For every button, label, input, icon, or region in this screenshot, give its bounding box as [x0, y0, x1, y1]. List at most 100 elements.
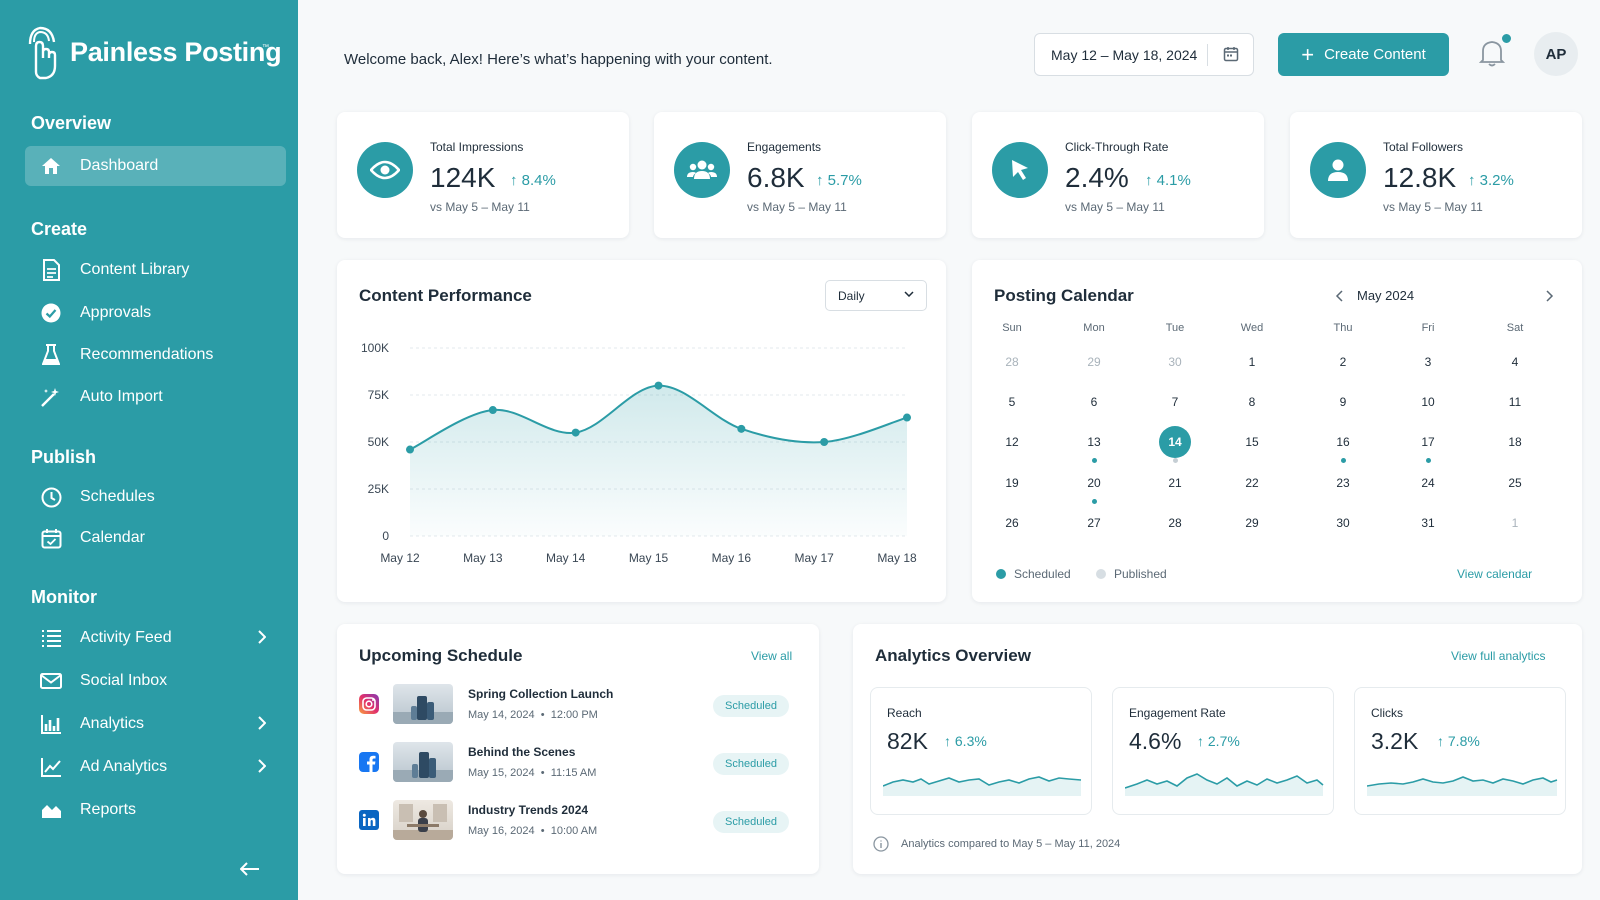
- calendar-day[interactable]: 20: [1087, 476, 1101, 490]
- sidebar-item-approvals[interactable]: Approvals: [25, 293, 286, 333]
- calendar-day[interactable]: 11: [1508, 395, 1522, 409]
- performance-chart: 100K 75K 50K 25K 0 May 12 May 13 May 14 May 15 Ma…: [361, 341, 917, 565]
- calendar-day[interactable]: 6: [1090, 395, 1098, 409]
- calendar-day[interactable]: 29: [1087, 355, 1101, 369]
- facebook-icon: [359, 752, 379, 772]
- calendar-day[interactable]: 18: [1508, 435, 1522, 449]
- calendar-day[interactable]: 2: [1339, 355, 1347, 369]
- calendar-day[interactable]: 22: [1245, 476, 1259, 490]
- weekday-header: Sun: [1002, 322, 1022, 334]
- calendar-day[interactable]: 30: [1336, 516, 1350, 530]
- calendar-day[interactable]: 30: [1168, 355, 1182, 369]
- kpi-label: Total Impressions: [430, 140, 524, 154]
- calendar-day[interactable]: 5: [1008, 395, 1016, 409]
- sidebar-item-schedules[interactable]: Schedules: [25, 477, 286, 517]
- calendar-day[interactable]: 14: [1159, 426, 1191, 458]
- x-tick-label: May 13: [463, 551, 503, 565]
- sidebar-item-ad-analytics[interactable]: Ad Analytics: [25, 747, 286, 787]
- content-performance-card: Content Performance Daily 100K 75K 50K 25K 0…: [337, 260, 946, 602]
- calendar-day[interactable]: 25: [1508, 476, 1522, 490]
- calendar-day[interactable]: 17: [1421, 435, 1435, 449]
- calendar-day[interactable]: 23: [1336, 476, 1350, 490]
- period-dropdown[interactable]: Daily: [825, 280, 927, 311]
- kpi-card-impressions[interactable]: Total Impressions 124K ↑ 8.4% vs May 5 –…: [337, 112, 629, 238]
- calendar-day[interactable]: 8: [1248, 395, 1256, 409]
- section-overview: Overview: [31, 113, 112, 133]
- y-tick-label: 25K: [368, 482, 389, 496]
- calendar-day[interactable]: 31: [1421, 516, 1435, 530]
- calendar-day[interactable]: 29: [1245, 516, 1259, 530]
- schedule-item[interactable]: Behind the Scenes May 15, 2024 • 11:15 A…: [359, 742, 789, 786]
- calendar-day[interactable]: 28: [1168, 516, 1182, 530]
- calendar-day[interactable]: 16: [1336, 435, 1350, 449]
- arrow-up-icon: ↑: [1145, 172, 1153, 189]
- view-all-link[interactable]: View all: [751, 649, 793, 663]
- sidebar-item-label: Auto Import: [80, 388, 163, 405]
- sidebar-item-social-inbox[interactable]: Social Inbox: [25, 661, 286, 701]
- create-content-label: Create Content: [1324, 46, 1426, 63]
- sidebar-item-reports[interactable]: Reports: [25, 790, 286, 830]
- date-range-picker[interactable]: May 12 – May 18, 2024: [1034, 33, 1254, 76]
- calendar-day[interactable]: 24: [1421, 476, 1435, 490]
- schedule-item[interactable]: Spring Collection Launch May 14, 2024 • …: [359, 684, 789, 728]
- calendar-day[interactable]: 10: [1421, 395, 1435, 409]
- weekday-header: Tue: [1165, 322, 1185, 334]
- schedule-item[interactable]: Industry Trends 2024 May 16, 2024 • 10:0…: [359, 800, 789, 844]
- chevron-right-icon[interactable]: [1546, 290, 1554, 302]
- sidebar-item-recommendations[interactable]: Recommendations: [25, 335, 286, 375]
- kpi-card-ctr[interactable]: Click-Through Rate 2.4% ↑ 4.1% vs May 5 …: [972, 112, 1264, 238]
- calendar-day[interactable]: 28: [1005, 355, 1019, 369]
- calendar-day[interactable]: 19: [1005, 476, 1019, 490]
- metric-card-clicks[interactable]: Clicks 3.2K ↑ 7.8%: [1354, 687, 1566, 815]
- metric-card-reach[interactable]: Reach 82K ↑ 6.3%: [870, 687, 1092, 815]
- arrow-up-icon: ↑: [1437, 733, 1444, 749]
- kpi-card-engagements[interactable]: Engagements 6.8K ↑ 5.7% vs May 5 – May 1…: [654, 112, 946, 238]
- chevron-right-icon: [258, 759, 266, 773]
- kpi-card-followers[interactable]: Total Followers 12.8K ↑ 3.2% vs May 5 – …: [1290, 112, 1582, 238]
- post-time: 12:00 PM: [550, 709, 598, 721]
- legend-published-dot: [1096, 569, 1106, 579]
- calendar-day[interactable]: 1: [1248, 355, 1256, 369]
- bell-icon[interactable]: [1479, 38, 1505, 68]
- scheduled-marker: [1091, 499, 1097, 504]
- published-marker: [1172, 458, 1178, 463]
- metric-label: Clicks: [1371, 706, 1403, 720]
- arrow-up-icon: ↑: [1468, 172, 1476, 189]
- calendar-day[interactable]: 13: [1087, 435, 1101, 449]
- metric-card-engagement-rate[interactable]: Engagement Rate 4.6% ↑ 2.7%: [1112, 687, 1334, 815]
- calendar-day[interactable]: 12: [1005, 435, 1019, 449]
- collapse-sidebar-icon[interactable]: [240, 862, 260, 876]
- calendar-day[interactable]: 15: [1245, 435, 1259, 449]
- sidebar-item-content-library[interactable]: Content Library: [25, 250, 286, 290]
- kpi-comparison: vs May 5 – May 11: [747, 200, 847, 214]
- calendar-day[interactable]: 9: [1339, 395, 1347, 409]
- x-tick-label: May 15: [629, 551, 669, 565]
- view-calendar-link[interactable]: View calendar: [1457, 567, 1533, 581]
- section-publish: Publish: [31, 447, 97, 467]
- calendar-day[interactable]: 1: [1511, 516, 1519, 530]
- calendar-day[interactable]: 7: [1171, 395, 1179, 409]
- y-tick-label: 75K: [368, 388, 389, 402]
- sidebar-item-label: Approvals: [80, 304, 152, 321]
- kpi-delta: ↑ 4.1%: [1145, 172, 1191, 189]
- calendar-day[interactable]: 21: [1168, 476, 1182, 490]
- sidebar-item-calendar[interactable]: Calendar: [25, 518, 286, 558]
- metric-delta-value: 7.8%: [1447, 733, 1480, 749]
- calendar-day[interactable]: 27: [1087, 516, 1101, 530]
- chevron-right-icon: [258, 630, 266, 644]
- sidebar-item-auto-import[interactable]: Auto Import: [25, 377, 286, 417]
- avatar[interactable]: AP: [1534, 32, 1578, 76]
- sidebar-item-dashboard[interactable]: Dashboard: [25, 146, 286, 186]
- chevron-left-icon[interactable]: [1335, 290, 1343, 302]
- user-icon: [1310, 142, 1366, 198]
- sidebar: Painless Posting ™ Overview Dashboard Cr…: [0, 0, 298, 900]
- calendar-day[interactable]: 4: [1511, 355, 1519, 369]
- brand-logo[interactable]: Painless Posting: [24, 24, 282, 80]
- calendar-day[interactable]: 3: [1424, 355, 1432, 369]
- sidebar-item-analytics[interactable]: Analytics: [25, 704, 286, 744]
- calendar-day[interactable]: 26: [1005, 516, 1019, 530]
- create-content-button[interactable]: + Create Content: [1278, 33, 1449, 76]
- sidebar-item-activity-feed[interactable]: Activity Feed: [25, 618, 286, 658]
- view-full-analytics-link[interactable]: View full analytics: [1451, 649, 1546, 663]
- line-chart-icon: [39, 755, 63, 779]
